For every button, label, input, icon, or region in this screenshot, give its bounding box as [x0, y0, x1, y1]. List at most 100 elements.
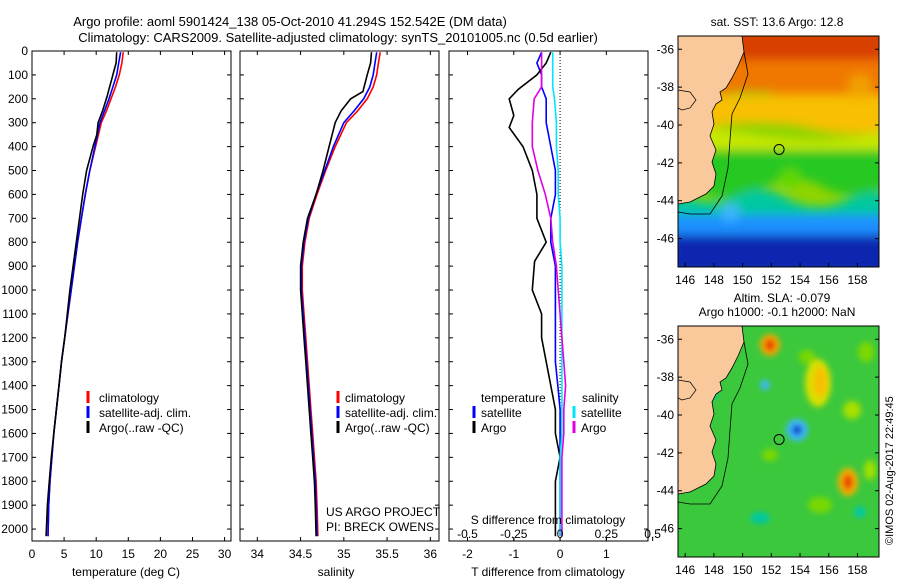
legend-temperature-title: temperature [481, 391, 546, 405]
longitude-tick-label: 150 [733, 563, 753, 577]
longitude-tick-label: 158 [847, 563, 867, 577]
longitude-tick-label: 158 [847, 273, 867, 287]
sst-map: sat. SST: 13.6 Argo: 12.8 146 148 [657, 15, 880, 287]
legend-s-argo-label: Argo [581, 421, 607, 435]
longitude-tick-label: 146 [675, 273, 695, 287]
series-line-climatology [47, 52, 124, 537]
s-tick-label: 0.25 [595, 527, 619, 541]
temperature-x-ticks: 0 5 10 15 20 25 300100200300400500600700800900… [1, 44, 231, 561]
longitude-tick-label: 150 [733, 273, 753, 287]
depth-tick-label: 400 [8, 140, 28, 154]
legend-s-satellite-label: satellite [581, 406, 622, 420]
longitude-tick-label: 146 [675, 563, 695, 577]
longitude-tick-label: 152 [761, 273, 781, 287]
project-annotation-line1: US ARGO PROJECT [326, 505, 441, 519]
s-difference-label: S difference from climatology [471, 513, 626, 527]
sla-longitude-ticks: 146 148 150 152 154 156 158 [675, 553, 868, 577]
depth-tick-label: 1000 [1, 283, 28, 297]
longitude-tick-label: 154 [790, 563, 810, 577]
depth-tick-label: 200 [8, 92, 28, 106]
sla-land-australia [678, 326, 745, 495]
series-line-satellite-adj-clim- [47, 52, 122, 537]
longitude-tick-label: 156 [819, 273, 839, 287]
sst-land-island [678, 89, 697, 111]
legend-climatology-label: climatology [99, 391, 159, 405]
salinity-x-label: salinity [318, 565, 355, 579]
sla-argo-location-marker [773, 433, 785, 445]
sst-latitude-ticks: -36 -38 -40 -42 -44 -46 [657, 42, 879, 246]
series-line-climatology [301, 52, 381, 537]
t-difference-x-label: T difference from climatology [471, 565, 625, 579]
depth-tick-label: 1200 [1, 331, 28, 345]
imos-credit: ©IMOS 02-Aug-2017 22:49:45 [884, 396, 896, 545]
sla-map-title-line1: Altim. SLA: -0.079 [734, 291, 831, 305]
depth-tick-label: 1700 [1, 450, 28, 464]
legend-climatology-label: climatology [345, 391, 405, 405]
latitude-tick-label: -44 [657, 484, 675, 498]
longitude-tick-label: 152 [761, 563, 781, 577]
series-line-s-argo [531, 52, 567, 537]
sla-land-island [678, 379, 697, 401]
difference-legend-temperature: temperature satellite Argo [472, 391, 546, 435]
sst-map-title: sat. SST: 13.6 Argo: 12.8 [711, 15, 844, 29]
latitude-tick-label: -40 [657, 408, 675, 422]
temperature-axes-frame [31, 50, 232, 542]
difference-axes-frame [448, 50, 649, 542]
s-difference-ticks: -0.5 -0.25 0 0.25 0.5 [457, 527, 661, 541]
sla-map-frame [677, 325, 880, 558]
longitude-tick-label: 156 [819, 563, 839, 577]
sst-longitude-ticks: 146 148 150 152 154 156 158 [675, 263, 868, 287]
sst-map-frame [677, 35, 880, 268]
depth-tick-label: 1300 [1, 355, 28, 369]
x-tick-label: 5 [61, 547, 68, 561]
depth-tick-label: 1500 [1, 403, 28, 417]
latitude-tick-label: -36 [657, 332, 675, 346]
depth-tick-label: 2000 [1, 522, 28, 536]
x-tick-label: 34 [251, 547, 265, 561]
temperature-panel: 0 5 10 15 20 25 300100200300400500600700800900… [1, 44, 231, 579]
latitude-tick-label: -38 [657, 80, 675, 94]
t-difference-x-ticks: -2 -1 0 1 [449, 50, 648, 561]
salinity-legend: climatology satellite-adj. clim. Argo(..… [336, 391, 437, 435]
x-tick-label: -1 [508, 547, 519, 561]
depth-tick-label: 600 [8, 187, 28, 201]
depth-tick-label: 1600 [1, 426, 28, 440]
x-tick-label: 35 [337, 547, 351, 561]
longitude-tick-label: 148 [704, 563, 724, 577]
legend-t-argo-label: Argo [481, 421, 507, 435]
x-tick-label: 20 [154, 547, 168, 561]
legend-argo-label: Argo(..raw -QC) [345, 421, 430, 435]
depth-tick-label: 700 [8, 211, 28, 225]
salinity-panel: 34 34.5 35 35.5 36 salinity climatology sate… [239, 50, 441, 579]
latitude-tick-label: -46 [657, 522, 675, 536]
depth-tick-label: 0 [21, 44, 28, 58]
legend-argo-label: Argo(..raw -QC) [99, 421, 184, 435]
legend-satellite-label: satellite-adj. clim. [99, 406, 191, 420]
sst-depth-contour [678, 51, 749, 215]
x-tick-label: 35.5 [375, 547, 399, 561]
x-tick-label: 36 [424, 547, 438, 561]
s-tick-label: -0.5 [457, 527, 478, 541]
salinity-axes-frame [239, 50, 440, 542]
temperature-x-label: temperature (deg C) [72, 565, 180, 579]
latitude-tick-label: -38 [657, 370, 675, 384]
depth-tick-label: 900 [8, 259, 28, 273]
figure-title-line1: Argo profile: aoml 5901424_138 05-Oct-20… [73, 14, 507, 29]
latitude-tick-label: -36 [657, 42, 675, 56]
sla-latitude-ticks: -36 -38 -40 -42 -44 -46 [657, 332, 879, 536]
x-tick-label: 0 [557, 547, 564, 561]
temperature-legend: climatology satellite-adj. clim. Argo(..… [86, 391, 191, 435]
depth-tick-label: 100 [8, 68, 28, 82]
series-line-argo-raw-qc- [299, 52, 373, 537]
latitude-tick-label: -46 [657, 232, 675, 246]
x-tick-label: 0 [29, 547, 36, 561]
x-tick-label: 30 [218, 547, 232, 561]
latitude-tick-label: -40 [657, 118, 675, 132]
s-tick-label: 0 [557, 527, 564, 541]
series-line-argo-raw-qc- [45, 52, 118, 537]
series-line-t-satellite [536, 51, 561, 537]
depth-tick-label: 1900 [1, 498, 28, 512]
depth-tick-label: 1800 [1, 474, 28, 488]
salinity-x-ticks: 34 34.5 35 35.5 36 [240, 50, 439, 561]
x-tick-label: 10 [90, 547, 104, 561]
